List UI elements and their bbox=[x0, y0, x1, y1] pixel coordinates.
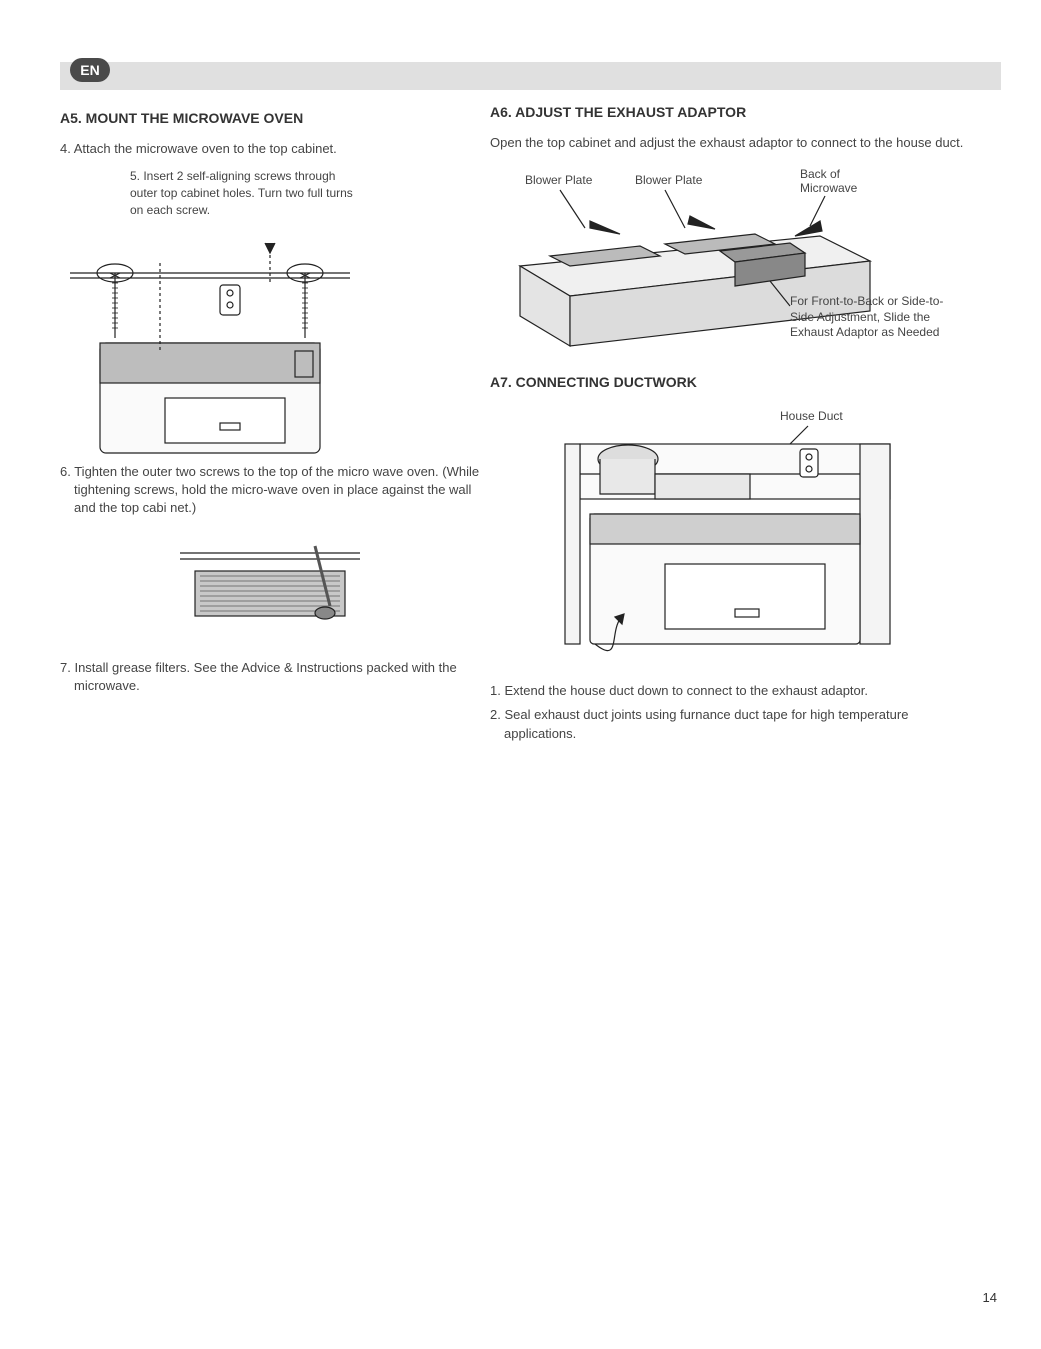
a7-figure-ductwork: House Duct bbox=[550, 404, 920, 664]
left-column: A5. MOUNT THE MICROWAVE OVEN 4. Attach t… bbox=[60, 110, 480, 702]
a6-intro: Open the top cabinet and adjust the exha… bbox=[490, 134, 980, 152]
page-number: 14 bbox=[983, 1290, 997, 1305]
lang-badge: EN bbox=[70, 58, 110, 82]
a6-label-blower2: Blower Plate bbox=[635, 173, 703, 187]
header-bar bbox=[60, 62, 1001, 90]
a5-step4: 4. Attach the microwave oven to the top … bbox=[60, 140, 480, 158]
a6-label-back-l1: Back of bbox=[800, 167, 841, 181]
a5-figure-mount bbox=[60, 223, 360, 463]
a5-figure-tighten bbox=[175, 541, 365, 631]
a5-step5: 5. Insert 2 self-aligning screws through… bbox=[60, 168, 360, 218]
a7-step2: 2. Seal exhaust duct joints using furnan… bbox=[490, 706, 980, 742]
a7-step1: 1. Extend the house duct down to connect… bbox=[490, 682, 980, 700]
a6-title: A6. ADJUST THE EXHAUST ADAPTOR bbox=[490, 104, 980, 120]
a6-label-adjust: For Front-to-Back or Side-to-Side Adjust… bbox=[790, 294, 945, 341]
a7-label-house-duct: House Duct bbox=[780, 409, 843, 423]
right-column: A6. ADJUST THE EXHAUST ADAPTOR Open the … bbox=[490, 104, 980, 749]
a6-figure-adaptor: Blower Plate Blower Plate Back of Microw… bbox=[490, 166, 950, 366]
a5-step7: 7. Install grease filters. See the Advic… bbox=[60, 659, 480, 695]
a6-label-back-l2: Microwave bbox=[800, 181, 858, 195]
a6-label-blower1: Blower Plate bbox=[525, 173, 593, 187]
a5-step6: 6. Tighten the outer two screws to the t… bbox=[60, 463, 480, 518]
a5-title: A5. MOUNT THE MICROWAVE OVEN bbox=[60, 110, 480, 126]
a7-title: A7. CONNECTING DUCTWORK bbox=[490, 374, 980, 390]
